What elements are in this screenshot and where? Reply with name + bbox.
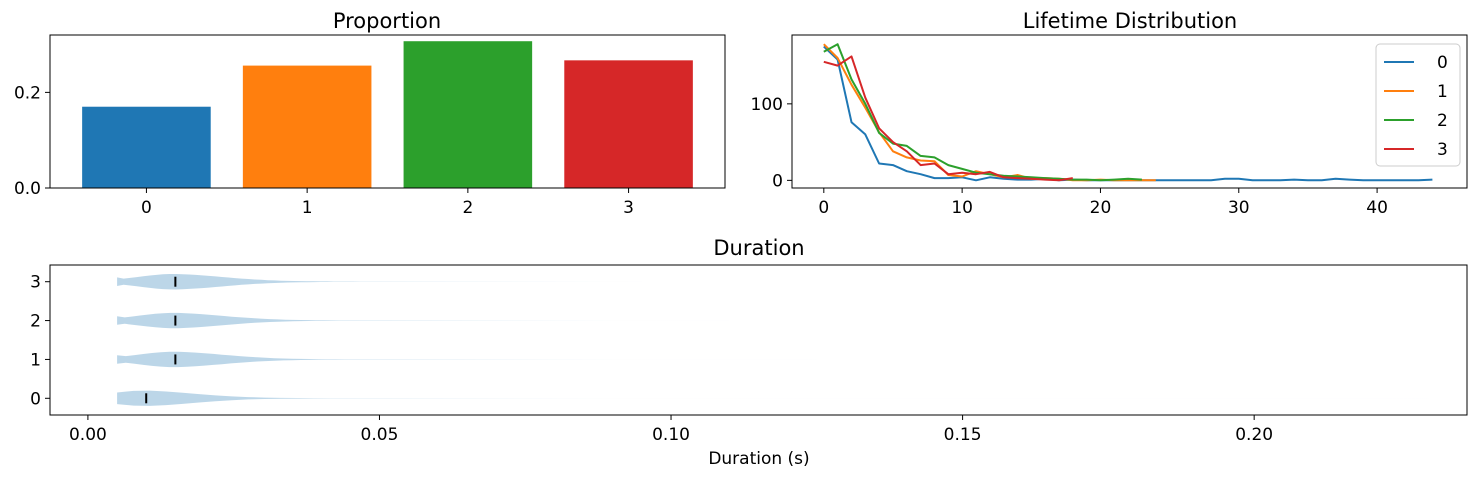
violin-3 bbox=[117, 274, 642, 290]
duration-panel: Duration 0.00 0.05 0.10 0.15 0.20 0 1 2 3 Durat… bbox=[30, 236, 1468, 469]
xtick-label: 0.10 bbox=[652, 425, 690, 445]
lifetime-legend: 0 1 2 3 bbox=[1375, 43, 1461, 167]
proportion-axes-frame bbox=[49, 34, 726, 189]
xtick-label: 20 bbox=[1090, 198, 1112, 218]
xtick-label: 10 bbox=[951, 198, 973, 218]
lifetime-axes-frame bbox=[791, 34, 1468, 189]
xtick-label: 0.05 bbox=[361, 425, 399, 445]
ytick-label: 100 bbox=[751, 95, 783, 115]
xtick-label: 40 bbox=[1366, 198, 1388, 218]
xtick-label: 3 bbox=[623, 198, 634, 218]
duration-xticks: 0.00 0.05 0.10 0.15 0.20 bbox=[69, 415, 1273, 445]
proportion-yticks: 0.0 0.2 bbox=[14, 83, 50, 199]
ytick-label: 0.2 bbox=[14, 83, 41, 103]
lifetime-title: Lifetime Distribution bbox=[1023, 9, 1237, 33]
xtick-label: 0 bbox=[818, 198, 829, 218]
duration-yticks: 0 1 2 3 bbox=[30, 273, 50, 409]
duration-axes-frame bbox=[49, 264, 1468, 416]
xtick-label: 1 bbox=[302, 198, 313, 218]
xtick-label: 2 bbox=[462, 198, 473, 218]
ytick-label: 0 bbox=[30, 389, 41, 409]
lifetime-xticks: 0 10 20 30 40 bbox=[818, 188, 1388, 218]
ytick-label: 3 bbox=[30, 273, 41, 293]
xtick-label: 0.00 bbox=[69, 425, 107, 445]
xtick-label: 0.15 bbox=[944, 425, 982, 445]
duration-violins bbox=[117, 274, 1430, 406]
lifetime-panel: Lifetime Distribution 0 10 20 30 40 0 100 0 1 2… bbox=[751, 9, 1468, 218]
bar-2 bbox=[403, 41, 533, 189]
ytick-label: 0 bbox=[772, 171, 783, 191]
lifetime-lines bbox=[823, 43, 1433, 182]
xtick-label: 0 bbox=[141, 198, 152, 218]
ytick-label: 1 bbox=[30, 350, 41, 370]
xtick-label: 0.20 bbox=[1235, 425, 1273, 445]
violin-0 bbox=[117, 390, 1430, 406]
bar-0 bbox=[82, 106, 211, 188]
bar-1 bbox=[242, 65, 372, 188]
duration-xlabel: Duration (s) bbox=[708, 449, 809, 469]
violin-2 bbox=[117, 312, 730, 329]
legend-label-2: 2 bbox=[1437, 111, 1448, 131]
legend-box bbox=[1375, 43, 1461, 167]
series-line-3 bbox=[823, 55, 1073, 182]
ytick-label: 2 bbox=[30, 312, 41, 332]
proportion-panel: Proportion 0 1 2 3 0.0 0.2 bbox=[14, 9, 726, 218]
bar-3 bbox=[564, 60, 693, 189]
proportion-xticks: 0 1 2 3 bbox=[141, 188, 634, 218]
legend-label-1: 1 bbox=[1437, 82, 1448, 102]
ytick-label: 0.0 bbox=[14, 179, 41, 199]
proportion-bars bbox=[82, 41, 693, 189]
series-line-1 bbox=[823, 43, 1156, 182]
xtick-label: 30 bbox=[1228, 198, 1250, 218]
duration-title: Duration bbox=[713, 236, 804, 260]
proportion-title: Proportion bbox=[333, 9, 441, 33]
violin-1 bbox=[117, 351, 817, 368]
legend-label-3: 3 bbox=[1437, 140, 1448, 160]
lifetime-yticks: 0 100 bbox=[751, 95, 792, 191]
legend-label-0: 0 bbox=[1437, 53, 1448, 73]
